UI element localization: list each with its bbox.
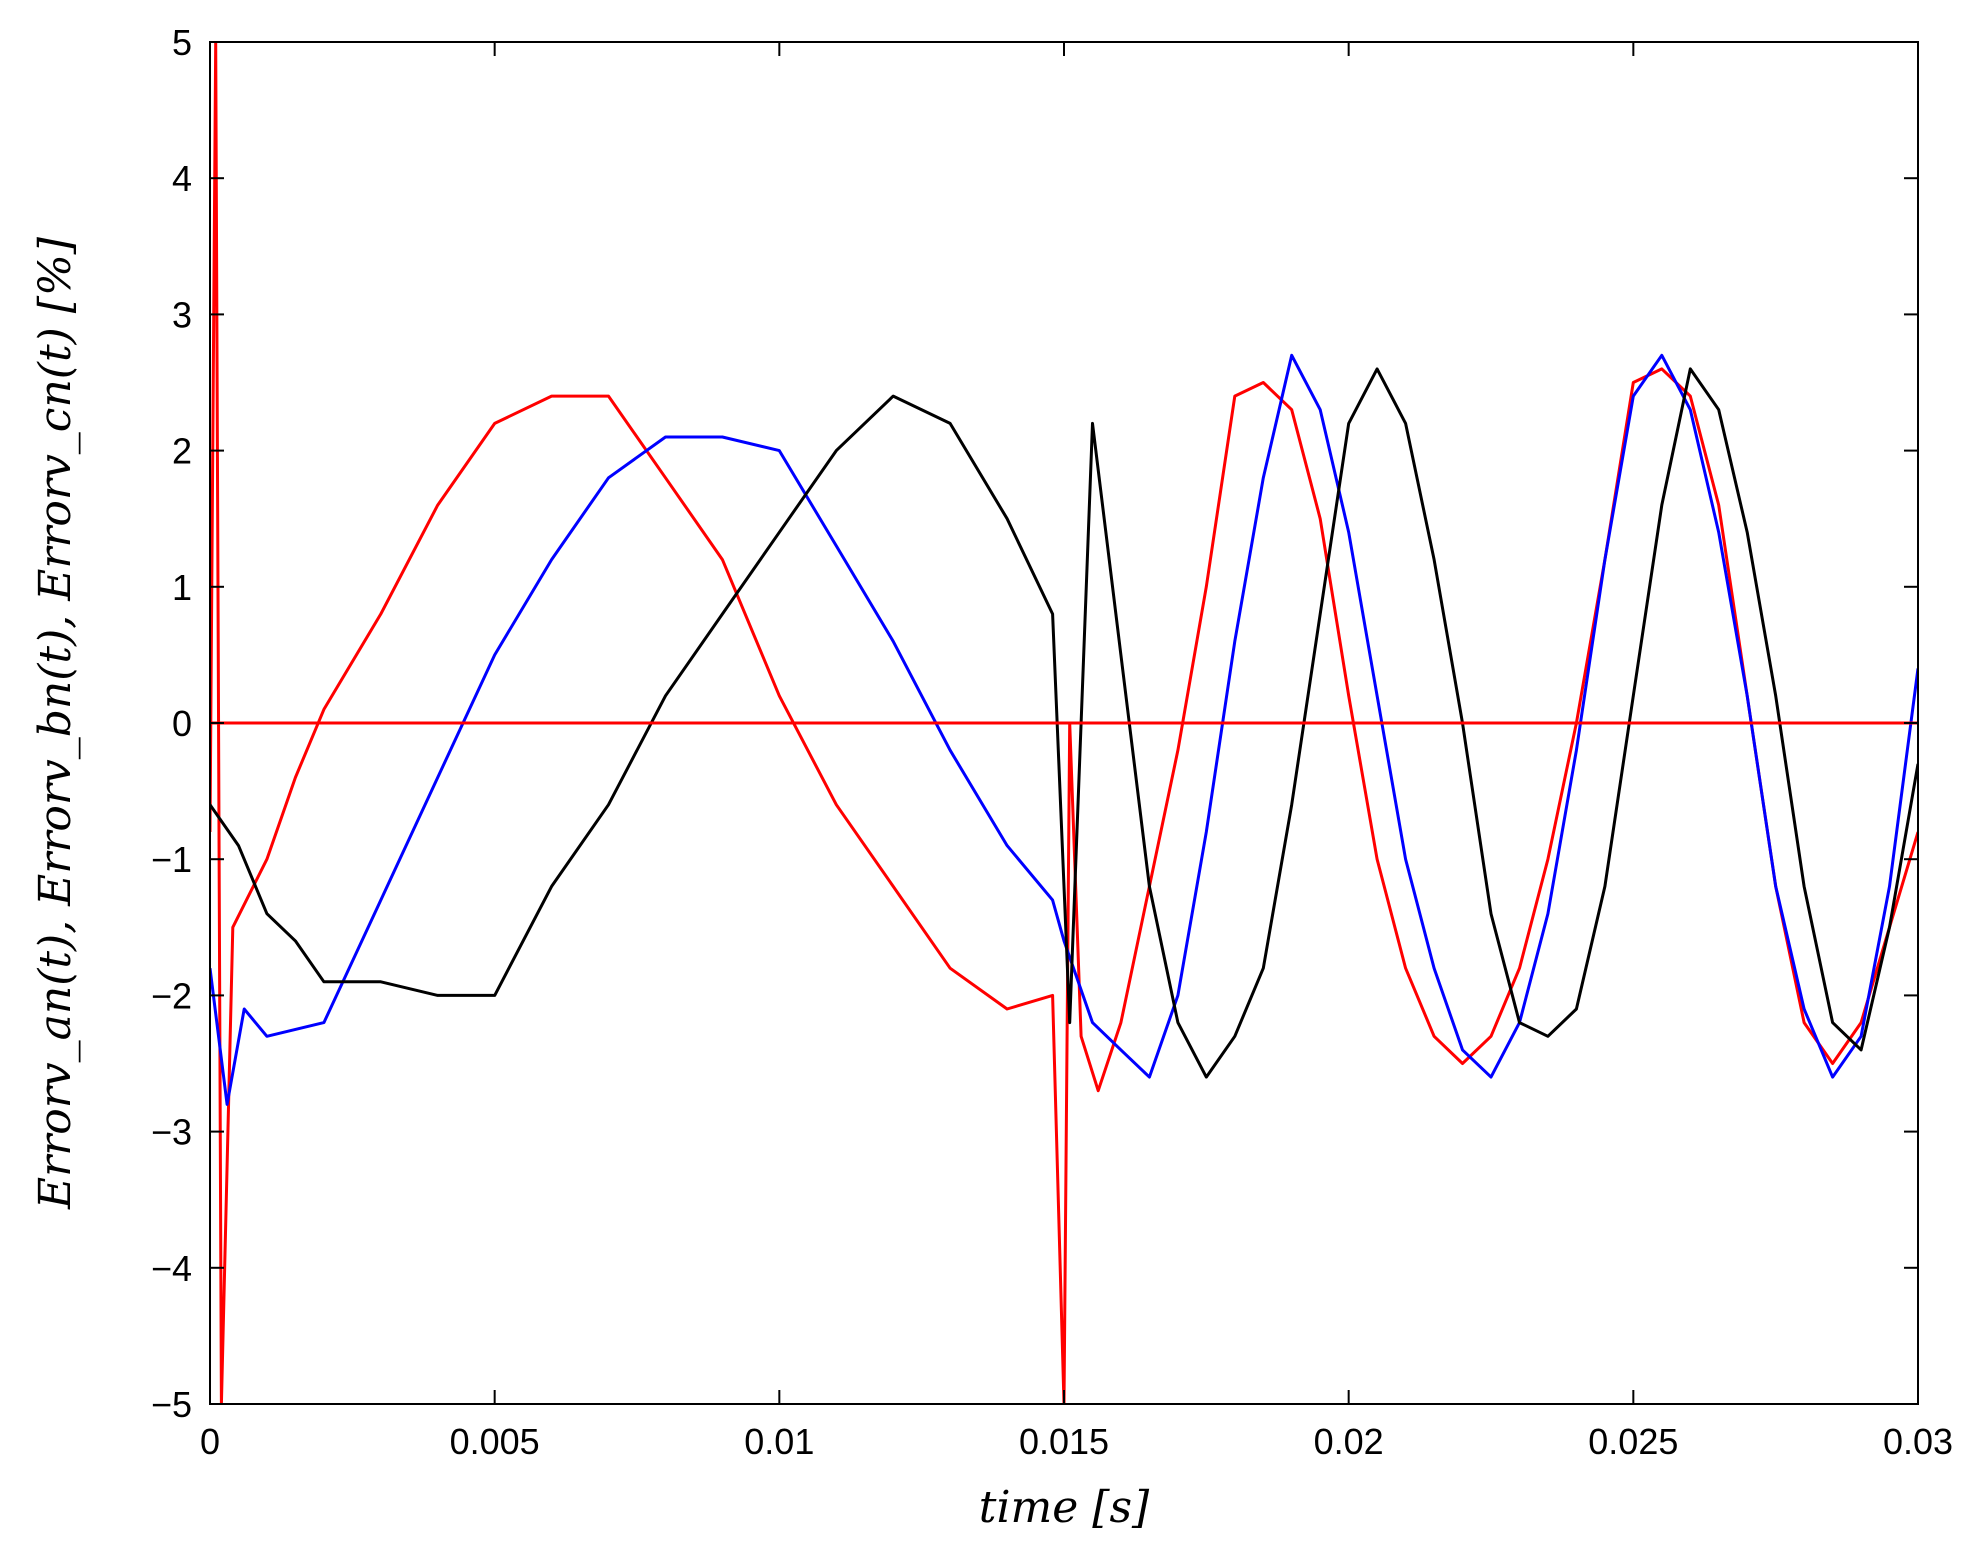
y-tick-label-0: 5 [172, 22, 192, 63]
x-axis-label: time [s] [979, 1482, 1150, 1533]
series-line-3 [210, 367, 1918, 1079]
y-tick-label-6: −1 [151, 839, 192, 880]
y-axis-label: Errorv_an(t), Errorv_bn(t), Errorv_cn(t)… [30, 236, 81, 1210]
x-tick-label-3: 0.015 [1019, 1421, 1109, 1462]
y-tick-label-5: 0 [172, 703, 192, 744]
x-tick-label-2: 0.01 [744, 1421, 814, 1462]
x-tick-label-5: 0.025 [1588, 1421, 1678, 1462]
y-tick-label-2: 3 [172, 294, 192, 335]
series-layer [210, 42, 1918, 1404]
series-line-2 [210, 353, 1918, 1106]
y-tick-label-1: 4 [172, 158, 192, 199]
tick-layer: 0 0.005 0.01 0.015 0.02 0.025 0.03 5 4 3 2 1 0 −1 −2 −3… [151, 22, 1953, 1462]
x-tick-label-0: 0 [200, 1421, 220, 1462]
x-tick-label-6: 0.03 [1883, 1421, 1953, 1462]
y-tick-label-10: −5 [151, 1384, 192, 1425]
y-tick-label-4: 1 [172, 567, 192, 608]
x-tick-label-4: 0.02 [1314, 1421, 1384, 1462]
y-tick-label-7: −2 [151, 975, 192, 1016]
y-tick-label-8: −3 [151, 1112, 192, 1153]
x-tick-label-1: 0.005 [450, 1421, 540, 1462]
series-line-1 [210, 42, 1918, 1404]
y-tick-label-3: 2 [172, 431, 192, 472]
y-tick-label-9: −4 [151, 1248, 192, 1289]
